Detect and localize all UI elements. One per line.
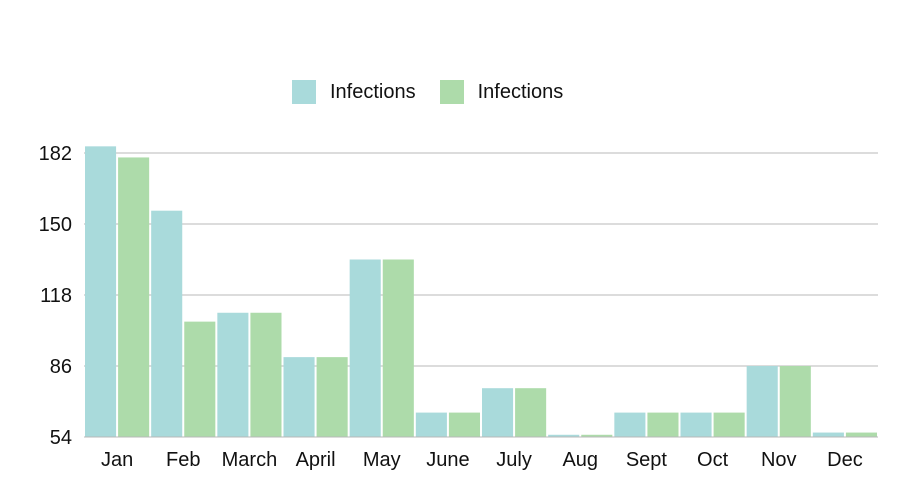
bar-series-2-feb xyxy=(184,321,216,437)
bar-series-1-nov xyxy=(746,366,778,437)
bar-series-1-sept xyxy=(614,412,646,437)
x-tick-label: June xyxy=(426,449,469,471)
legend-swatch-series-1 xyxy=(292,80,316,104)
x-tick-label: Nov xyxy=(761,449,797,471)
bar-series-2-april xyxy=(316,357,348,437)
legend-item-series-1: Infections xyxy=(292,80,416,104)
bar-series-1-june xyxy=(415,412,447,437)
y-tick-label: 118 xyxy=(40,285,72,307)
bar-series-2-nov xyxy=(779,366,811,437)
bar-series-1-aug xyxy=(548,434,580,437)
x-tick-label: July xyxy=(496,449,532,471)
chart-legend: Infections Infections xyxy=(292,80,587,104)
x-tick-label: Aug xyxy=(562,449,598,471)
bar-series-1-may xyxy=(349,259,381,437)
bar-series-1-march xyxy=(217,312,249,437)
x-tick-label: Feb xyxy=(166,449,200,471)
bar-series-2-aug xyxy=(581,434,613,437)
y-tick-label: 86 xyxy=(50,356,72,378)
y-tick-label: 182 xyxy=(39,143,72,165)
bar-series-1-july xyxy=(482,388,514,437)
bar-series-1-oct xyxy=(680,412,712,437)
bar-series-1-feb xyxy=(151,210,183,437)
bar-series-2-jan xyxy=(118,157,150,437)
bar-series-2-may xyxy=(382,259,414,437)
bar-series-2-june xyxy=(448,412,480,437)
x-tick-label: May xyxy=(363,449,401,471)
bar-series-1-dec xyxy=(812,432,844,437)
legend-label-series-2: Infections xyxy=(477,80,564,103)
x-tick-label: Dec xyxy=(827,449,863,471)
y-tick-label: 54 xyxy=(50,427,72,449)
x-tick-label: Oct xyxy=(697,449,729,471)
bar-series-2-sept xyxy=(647,412,679,437)
legend-item-series-2: Infections xyxy=(439,80,564,104)
x-tick-label: Jan xyxy=(101,449,133,471)
x-tick-label: Sept xyxy=(626,449,668,471)
bar-series-1-april xyxy=(283,357,315,437)
x-tick-label: April xyxy=(296,449,336,471)
bar-series-2-dec xyxy=(845,432,877,437)
bar-series-1-jan xyxy=(85,146,117,437)
legend-swatch-series-2 xyxy=(439,80,464,104)
x-tick-label: March xyxy=(222,449,278,471)
legend-label-series-1: Infections xyxy=(330,80,416,103)
bar-series-2-oct xyxy=(713,412,745,437)
bar-series-2-july xyxy=(515,388,547,437)
bar-series-2-march xyxy=(250,312,282,437)
y-tick-label: 150 xyxy=(39,214,72,236)
